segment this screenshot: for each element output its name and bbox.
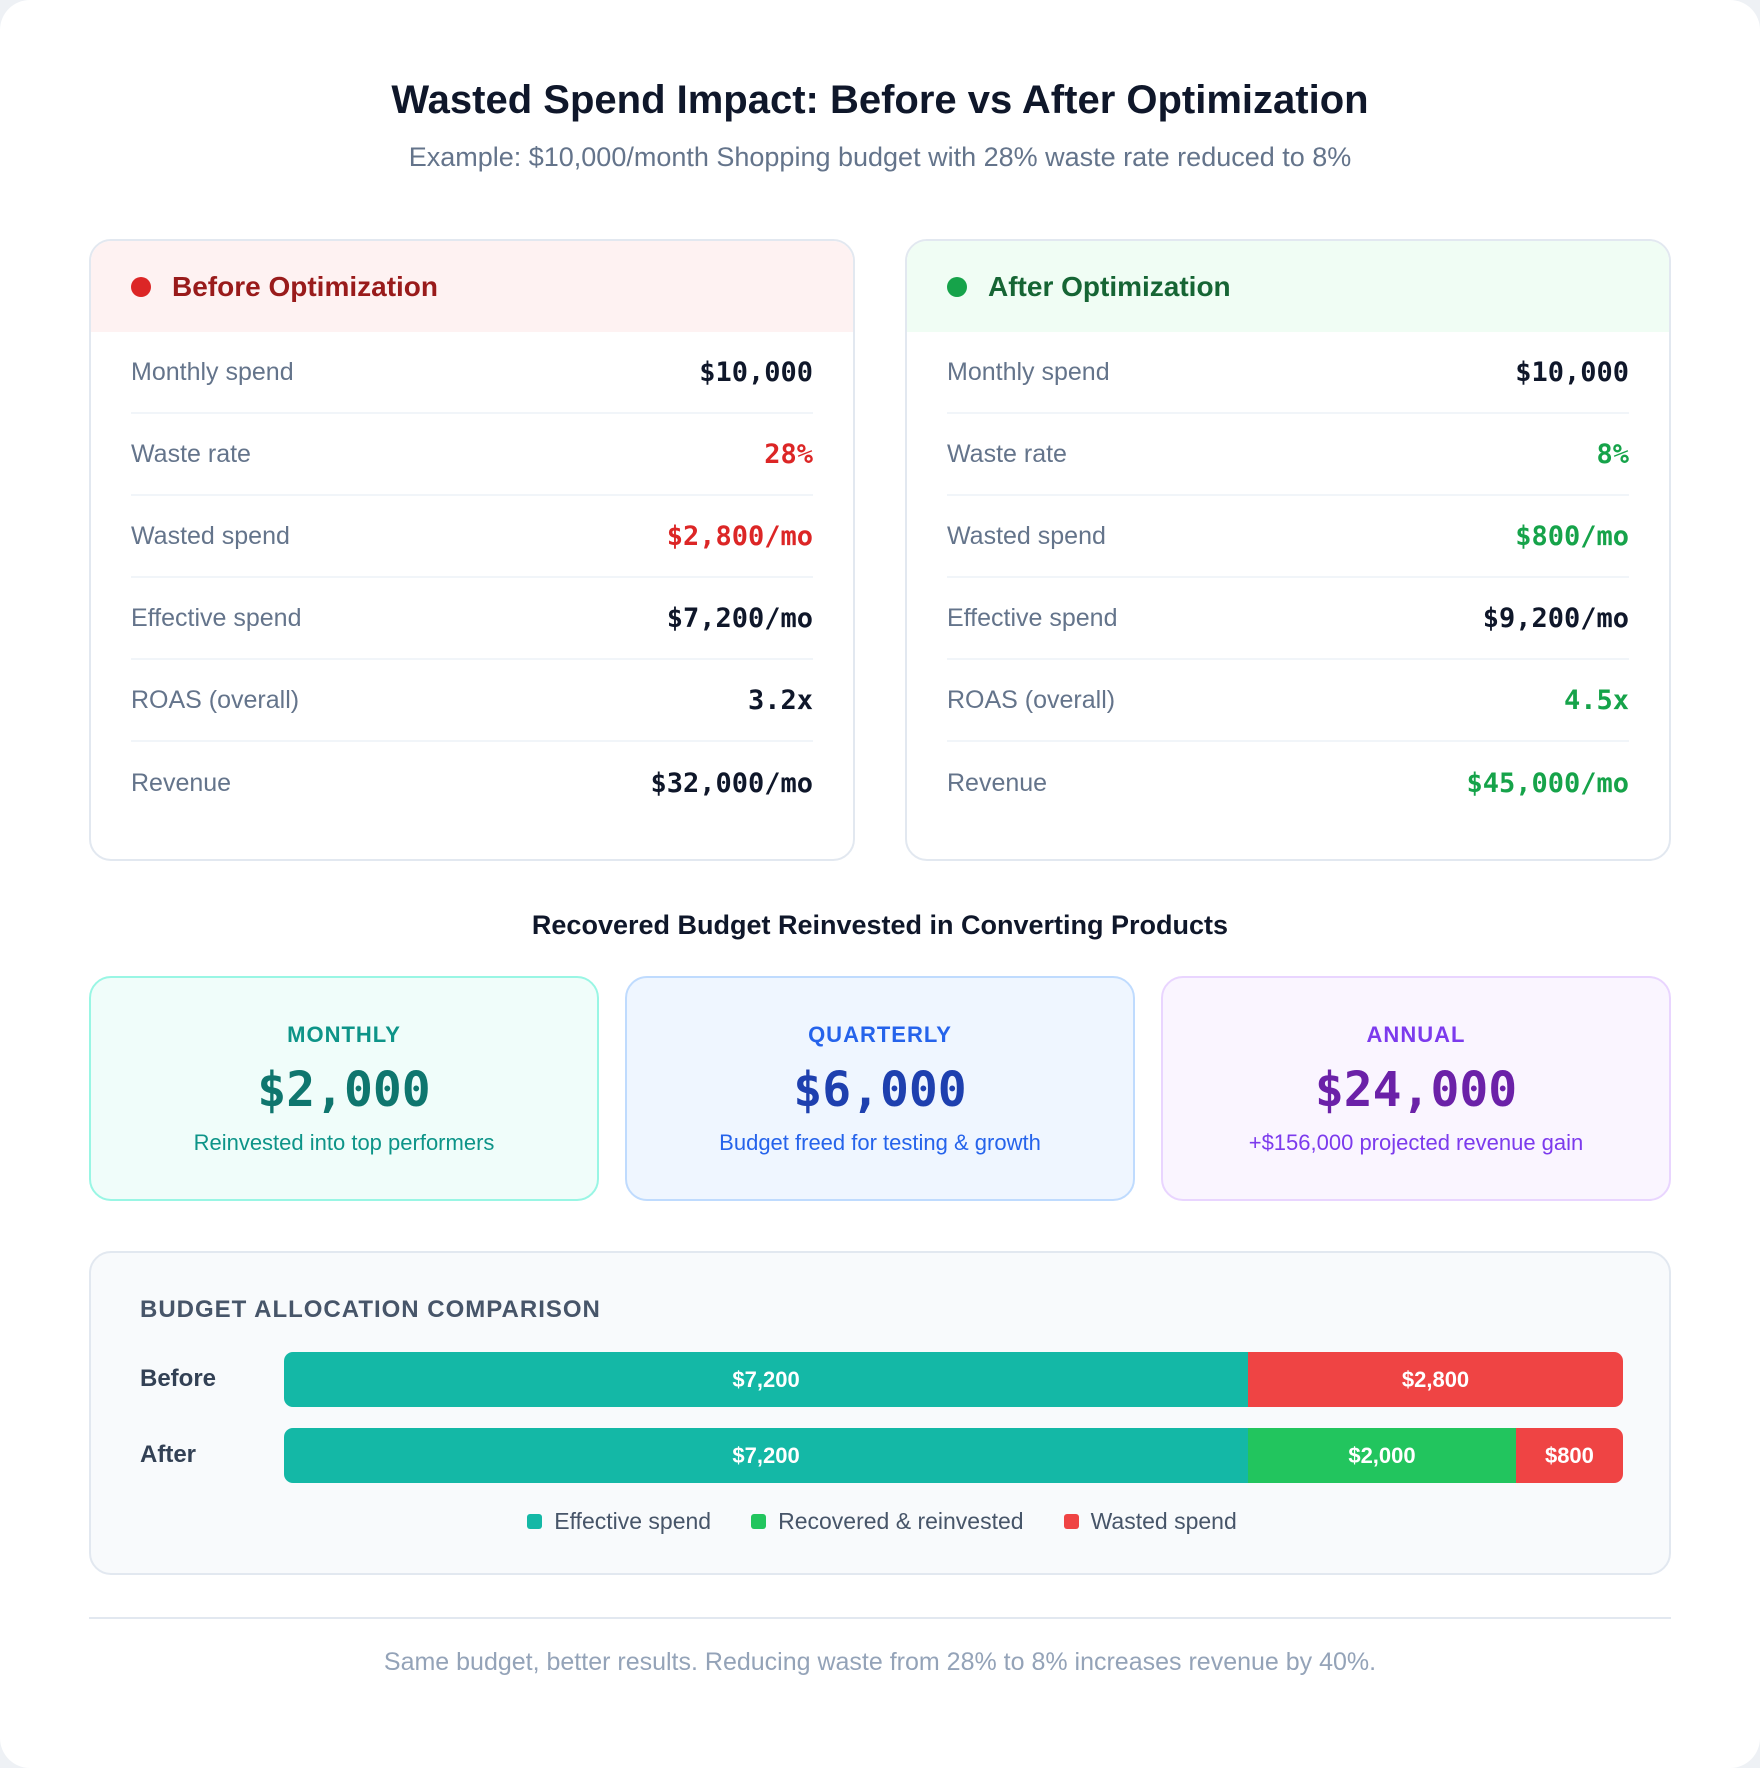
metric-label: ROAS (overall) <box>131 685 300 714</box>
metric-row: Waste rate 8% <box>947 414 1629 496</box>
metric-value: 28% <box>764 438 813 470</box>
legend-label: Effective spend <box>554 1508 712 1534</box>
metric-label: Effective spend <box>947 603 1118 632</box>
metric-value: $32,000/mo <box>650 767 813 799</box>
metric-row: Monthly spend $10,000 <box>947 332 1629 414</box>
before-bar: $7,200 $2,800 <box>284 1352 1623 1407</box>
metric-label: Monthly spend <box>947 357 1110 386</box>
metric-value: 8% <box>1596 438 1629 470</box>
monthly-card: MONTHLY $2,000 Reinvested into top perfo… <box>89 976 599 1201</box>
legend-item: Effective spend <box>527 1508 711 1535</box>
divider <box>89 1617 1671 1619</box>
metric-label: Revenue <box>131 768 232 797</box>
metric-row: Wasted spend $2,800/mo <box>131 496 813 578</box>
legend-label: Wasted spend <box>1090 1508 1237 1534</box>
metric-value: $2,800/mo <box>666 520 813 552</box>
legend-item: Recovered & reinvested <box>751 1508 1024 1535</box>
quarterly-label: QUARTERLY <box>808 1022 952 1047</box>
metric-label: Revenue <box>947 768 1048 797</box>
metric-row: Revenue $32,000/mo <box>131 742 813 824</box>
annual-sub: +$156,000 projected revenue gain <box>1248 1130 1584 1155</box>
metric-value: $10,000 <box>1515 356 1629 388</box>
annual-label: ANNUAL <box>1366 1022 1466 1047</box>
recovered-heading: Recovered Budget Reinvested in Convertin… <box>531 910 1229 940</box>
after-card-header: After Optimization <box>907 241 1669 332</box>
metric-row: Effective spend $9,200/mo <box>947 578 1629 660</box>
legend-item: Wasted spend <box>1063 1508 1237 1535</box>
before-card: Before Optimization Monthly spend $10,000… <box>89 239 855 861</box>
metric-row: Effective spend $7,200/mo <box>131 578 813 660</box>
bar-segment: $2,000 <box>1248 1428 1516 1483</box>
legend-swatch-icon <box>1063 1514 1079 1529</box>
bar-segment: $2,800 <box>1248 1352 1623 1407</box>
green-dot-icon <box>947 276 967 297</box>
metric-value: $9,200/mo <box>1482 602 1629 634</box>
metric-value: $7,200/mo <box>666 602 813 634</box>
metric-row: ROAS (overall) 3.2x <box>131 660 813 742</box>
quarterly-sub: Budget freed for testing & growth <box>719 1130 1041 1155</box>
bar-segment: $7,200 <box>284 1428 1249 1483</box>
annual-value: $24,000 <box>1314 1062 1518 1118</box>
metric-value: 4.5x <box>1563 684 1629 716</box>
red-dot-icon <box>131 276 151 297</box>
metric-row: Waste rate 28% <box>131 414 813 496</box>
allocation-heading: BUDGET ALLOCATION COMPARISON <box>140 1296 601 1323</box>
metric-row: Wasted spend $800/mo <box>947 496 1629 578</box>
bar-segment: $800 <box>1515 1428 1623 1483</box>
metric-value: $800/mo <box>1515 520 1629 552</box>
bar-label-before: Before <box>140 1365 217 1392</box>
metric-value: $45,000/mo <box>1466 767 1629 799</box>
page-title: Wasted Spend Impact: Before vs After Opt… <box>391 78 1369 122</box>
after-bar: $7,200 $2,000 $800 <box>284 1428 1623 1483</box>
legend: Effective spend Recovered & reinvested Was… <box>91 1508 1673 1535</box>
after-card: After Optimization Monthly spend $10,000 W… <box>905 239 1671 861</box>
legend-label: Recovered & reinvested <box>778 1508 1024 1534</box>
metric-label: Monthly spend <box>131 357 294 386</box>
before-card-title: Before Optimization <box>172 270 439 302</box>
quarterly-value: $6,000 <box>793 1062 967 1118</box>
metric-value: $10,000 <box>699 356 813 388</box>
monthly-sub: Reinvested into top performers <box>193 1130 495 1155</box>
annual-card: ANNUAL $24,000 +$156,000 projected reven… <box>1161 976 1671 1201</box>
metric-value: 3.2x <box>747 684 813 716</box>
bar-label-after: After <box>140 1441 197 1468</box>
after-card-title: After Optimization <box>988 270 1231 302</box>
legend-swatch-icon <box>751 1514 767 1529</box>
metric-label: Effective spend <box>131 603 302 632</box>
metric-row: Monthly spend $10,000 <box>131 332 813 414</box>
metric-row: Revenue $45,000/mo <box>947 742 1629 824</box>
metric-label: Waste rate <box>131 439 251 468</box>
legend-swatch-icon <box>527 1514 543 1529</box>
monthly-label: MONTHLY <box>287 1022 401 1047</box>
page-subtitle: Example: $10,000/month Shopping budget w… <box>408 142 1352 172</box>
metric-label: Wasted spend <box>131 521 290 550</box>
metric-row: ROAS (overall) 4.5x <box>947 660 1629 742</box>
monthly-value: $2,000 <box>257 1062 431 1118</box>
metric-label: Waste rate <box>947 439 1067 468</box>
budget-allocation-panel: BUDGET ALLOCATION COMPARISON Before $7,2… <box>89 1251 1671 1575</box>
footer-note: Same budget, better results. Reducing wa… <box>383 1648 1377 1676</box>
before-card-header: Before Optimization <box>91 241 853 332</box>
quarterly-card: QUARTERLY $6,000 Budget freed for testin… <box>625 976 1135 1201</box>
metric-label: Wasted spend <box>947 521 1106 550</box>
metric-label: ROAS (overall) <box>947 685 1116 714</box>
bar-segment: $7,200 <box>284 1352 1249 1407</box>
